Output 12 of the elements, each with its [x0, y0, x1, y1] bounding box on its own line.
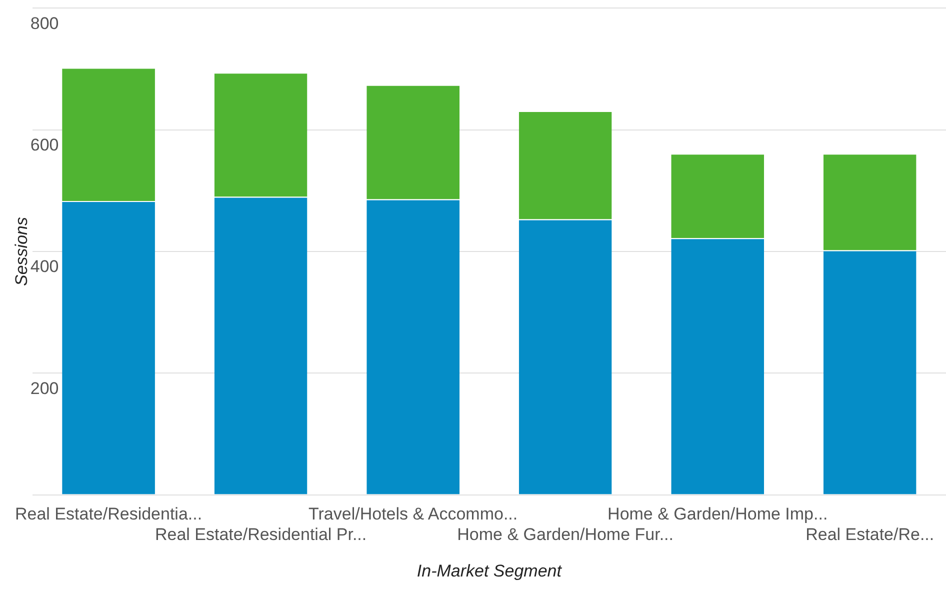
x-tick-label: Home & Garden/Home Fur...	[457, 525, 674, 544]
y-tick-label: 800	[30, 14, 59, 33]
y-tick-label: 400	[30, 257, 59, 276]
x-tick-label: Real Estate/Residentia...	[14, 504, 202, 524]
x-tick-label: Real Estate/Re...	[806, 525, 934, 544]
x-tick-label: Home & Garden/Home Imp...	[608, 504, 828, 524]
y-axis-title: Sessions	[12, 216, 31, 286]
y-tick-label: 200	[30, 378, 59, 398]
x-tick-label: Travel/Hotels & Accommo...	[308, 504, 518, 524]
y-tick-label: 600	[30, 136, 59, 155]
x-axis-title: In-Market Segment	[416, 562, 563, 581]
x-tick-label: Real Estate/Residential Pr...	[154, 525, 367, 544]
